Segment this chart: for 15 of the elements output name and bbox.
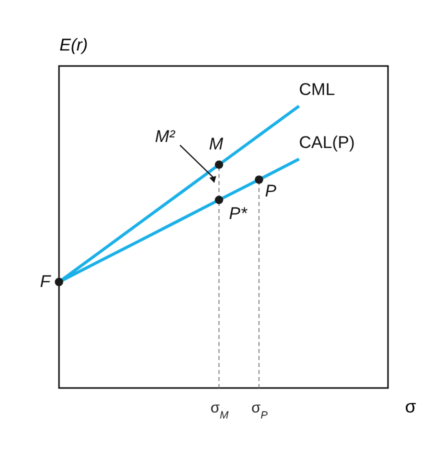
y-axis-title: E(r) bbox=[60, 36, 88, 54]
series-label: CAL(P) bbox=[299, 133, 355, 152]
x-axis-title: σ bbox=[404, 396, 416, 416]
annotation: P bbox=[265, 182, 278, 201]
point bbox=[214, 196, 224, 204]
x-tick-label: σ$_{P}$ bbox=[251, 400, 268, 422]
point bbox=[54, 278, 64, 286]
annotation: P* bbox=[229, 204, 248, 223]
x-tick-label: σ$_{M}$ bbox=[210, 400, 229, 422]
point bbox=[214, 160, 224, 169]
point bbox=[254, 175, 264, 184]
series-label: CML bbox=[299, 80, 335, 100]
text: F bbox=[40, 272, 52, 291]
annotation: M bbox=[209, 134, 224, 154]
annotation: M² bbox=[155, 127, 176, 146]
